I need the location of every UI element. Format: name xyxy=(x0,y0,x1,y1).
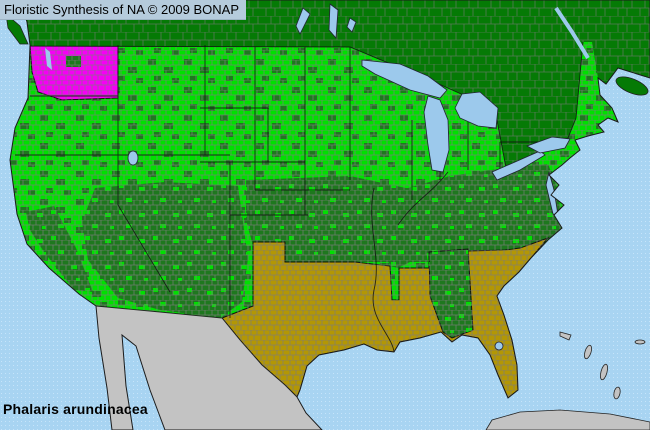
species-name-label: Phalaris arundinacea xyxy=(3,401,148,417)
bahamas-islands xyxy=(559,331,646,400)
great-lakes xyxy=(45,3,590,351)
map-title-bar: Floristic Synthesis of NA © 2009 BONAP xyxy=(0,0,247,20)
islands xyxy=(5,13,650,430)
cuba xyxy=(485,409,650,430)
map-title: Floristic Synthesis of NA © 2009 BONAP xyxy=(4,2,240,17)
